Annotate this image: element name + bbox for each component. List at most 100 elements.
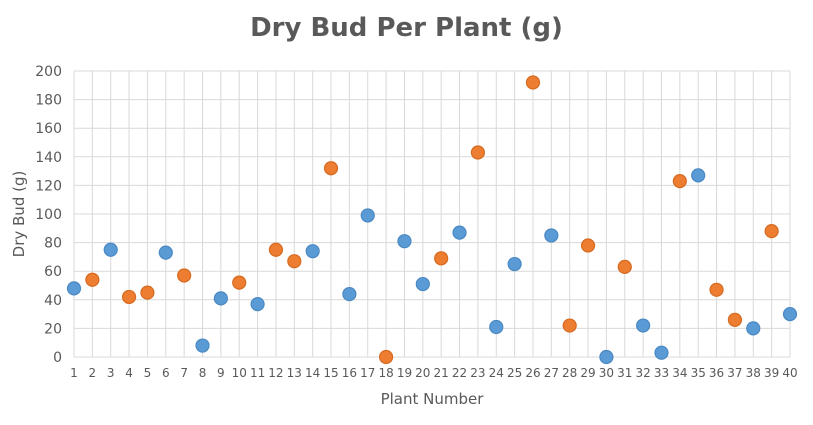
data-point-plant-1: [66, 281, 82, 296]
data-point-plant-37: [727, 312, 743, 327]
x-tick-label: 30: [599, 366, 614, 380]
data-point-plant-23: [470, 145, 485, 160]
y-tick-label: 140: [35, 150, 62, 166]
data-point-plant-30: [599, 349, 614, 365]
data-point-plant-3: [103, 242, 118, 257]
x-tick-label: 29: [580, 366, 595, 380]
x-tick-label: 13: [287, 366, 302, 380]
gridlines: [73, 70, 791, 358]
x-tick-label: 8: [199, 366, 207, 380]
data-point-plant-5: [140, 285, 155, 300]
x-tick-label: 18: [378, 366, 393, 380]
data-point-plant-36: [709, 282, 724, 297]
data-point-plant-19: [397, 234, 412, 249]
x-axis-title: Plant Number: [381, 390, 485, 408]
x-tick-label: 6: [162, 366, 170, 380]
x-tick-label: 2: [89, 366, 97, 380]
data-point-plant-4: [121, 289, 137, 305]
data-point-plant-2: [85, 272, 100, 287]
x-tick-label: 20: [415, 366, 430, 380]
x-tick-label: 39: [764, 366, 779, 380]
y-tick-label: 180: [35, 93, 62, 109]
x-tick-label: 5: [144, 366, 152, 380]
y-tick-label: 100: [35, 207, 62, 223]
x-tick-label: 15: [323, 366, 338, 380]
x-tick-label: 22: [452, 366, 467, 380]
data-point-plant-34: [672, 174, 687, 189]
data-point-plant-13: [287, 254, 302, 269]
y-tick-label: 80: [44, 236, 62, 252]
x-tick-label: 31: [617, 366, 632, 380]
x-tick-label: 7: [180, 366, 188, 380]
data-point-plant-10: [232, 275, 247, 290]
data-point-plant-24: [489, 319, 504, 335]
y-tick-label: 60: [44, 264, 62, 280]
data-point-plant-27: [544, 228, 559, 243]
data-point-plant-39: [764, 224, 779, 239]
x-tick-label: 3: [107, 366, 115, 380]
x-tick-label: 17: [360, 366, 375, 380]
y-tick-label: 200: [35, 64, 62, 80]
x-tick-label: 21: [434, 366, 449, 380]
data-point-plant-28: [562, 318, 577, 333]
data-point-plant-40: [782, 307, 798, 322]
data-point-plant-12: [268, 242, 284, 257]
x-tick-label: 19: [397, 366, 412, 380]
data-point-plant-26: [525, 75, 541, 90]
data-point-plant-20: [415, 276, 430, 292]
data-point-plant-33: [654, 345, 669, 360]
x-tick-label: 1: [70, 366, 78, 380]
x-tick-label: 25: [507, 366, 522, 380]
x-tick-label: 40: [782, 366, 797, 380]
data-point-plant-22: [452, 225, 467, 240]
data-point-plant-11: [250, 296, 265, 312]
x-tick-label: 34: [672, 366, 687, 380]
x-tick-label: 35: [691, 366, 706, 380]
chart-title: Dry Bud Per Plant (g): [250, 13, 563, 43]
x-tick-label: 23: [470, 366, 485, 380]
data-point-plant-18: [379, 349, 394, 365]
x-tick-label: 36: [709, 366, 724, 380]
x-tick-label: 26: [525, 366, 540, 380]
x-tick-label: 14: [305, 366, 320, 380]
data-point-plant-9: [213, 291, 228, 306]
data-point-plant-6: [158, 245, 173, 260]
data-point-plant-15: [323, 161, 339, 176]
data-point-plant-35: [691, 168, 706, 183]
data-point-plant-32: [636, 318, 651, 333]
x-tick-label: 12: [268, 366, 283, 380]
x-tick-label: 32: [635, 366, 650, 380]
y-axis-title: Dry Bud (g): [10, 171, 28, 258]
data-point-plant-17: [360, 208, 375, 223]
data-point-plant-7: [177, 268, 192, 283]
data-points: [66, 75, 798, 365]
x-tick-label: 28: [562, 366, 577, 380]
x-tick-label: 10: [232, 366, 247, 380]
y-axis-ticks: 0 20 40 60 80 100 120 140 160 180 200: [35, 64, 62, 366]
x-tick-label: 37: [727, 366, 742, 380]
x-tick-label: 9: [217, 366, 225, 380]
x-tick-label: 33: [654, 366, 669, 380]
data-point-plant-21: [434, 251, 449, 266]
data-point-plant-31: [617, 259, 632, 275]
x-tick-label: 16: [342, 366, 357, 380]
y-tick-label: 160: [35, 121, 62, 137]
x-axis-ticks: 1 2 3 4 5 6 7 8 9 10 11 12 13 14 15 16 17 18 19 20 21 22 23 24 2…: [70, 366, 797, 380]
x-tick-label: 11: [250, 366, 265, 380]
y-tick-label: 40: [44, 293, 62, 309]
x-tick-label: 24: [489, 366, 504, 380]
data-point-plant-38: [746, 321, 761, 336]
data-point-plant-14: [305, 244, 320, 259]
x-tick-label: 38: [746, 366, 761, 380]
x-tick-label: 4: [125, 366, 133, 380]
y-tick-label: 0: [53, 350, 62, 366]
data-point-plant-29: [580, 238, 596, 253]
data-point-plant-25: [507, 256, 522, 272]
data-point-plant-16: [342, 286, 357, 302]
y-tick-label: 120: [35, 178, 62, 194]
data-point-plant-8: [195, 338, 210, 353]
x-tick-label: 27: [544, 366, 559, 380]
y-tick-label: 20: [44, 321, 62, 337]
